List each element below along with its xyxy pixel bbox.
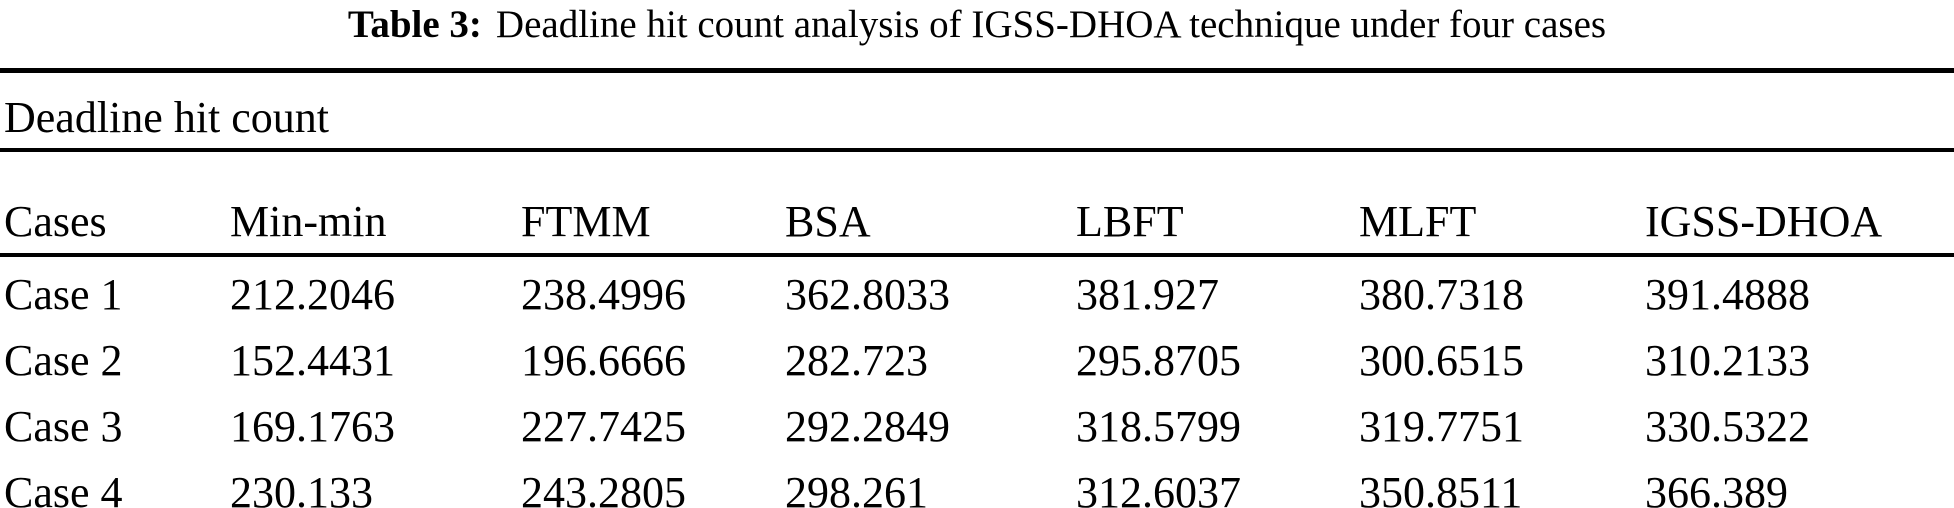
column-header-igss-dhoa: IGSS-DHOA [1645, 150, 1954, 257]
table-cell: 282.723 [785, 336, 928, 385]
table-caption: Table 3: Deadline hit count analysis of I… [0, 0, 1954, 50]
table-cell: 298.261 [785, 468, 928, 508]
table-cell: 319.7751 [1359, 402, 1524, 451]
table-row-case-1: Case 1 212.2046 238.4996 362.8033 381.92… [0, 255, 1954, 323]
column-header-min-min: Min-min [230, 150, 521, 257]
table-row-case-2: Case 2 152.4431 196.6666 282.723 295.870… [0, 323, 1954, 389]
table-caption-label: Table 3: [347, 3, 482, 46]
table-cell: 380.7318 [1359, 270, 1524, 319]
table-cell: 295.8705 [1076, 336, 1241, 385]
table-cell: 238.4996 [521, 270, 686, 319]
table-cell: 391.4888 [1645, 270, 1810, 319]
row-label: Case 3 [4, 402, 123, 451]
table-row-case-4: Case 4 230.133 243.2805 298.261 312.6037… [0, 455, 1954, 508]
column-header-cases: Cases [0, 150, 230, 257]
table-cell: 212.2046 [230, 270, 395, 319]
table-cell: 227.7425 [521, 402, 686, 451]
table-cell: 300.6515 [1359, 336, 1524, 385]
row-label: Case 4 [4, 468, 123, 508]
table-cell: 381.927 [1076, 270, 1219, 319]
column-header-ftmm: FTMM [521, 150, 785, 257]
table-cell: 230.133 [230, 468, 373, 508]
table-cell: 243.2805 [521, 468, 686, 508]
table-cell: 350.8511 [1359, 468, 1523, 508]
table-group-header-row: Deadline hit count [0, 70, 1954, 152]
table-cell: 310.2133 [1645, 336, 1810, 385]
table-cell: 330.5322 [1645, 402, 1810, 451]
table-cell: 169.1763 [230, 402, 395, 451]
row-label: Case 2 [4, 336, 123, 385]
deadline-hit-count-table: Deadline hit count Cases Min-min FTMM BS… [0, 68, 1954, 508]
table-row-case-3: Case 3 169.1763 227.7425 292.2849 318.57… [0, 389, 1954, 455]
column-header-bsa: BSA [785, 150, 1076, 257]
table-cell: 366.389 [1645, 468, 1788, 508]
column-header-mlft: MLFT [1359, 150, 1645, 257]
column-header-lbft: LBFT [1076, 150, 1359, 257]
table-header-row: Cases Min-min FTMM BSA LBFT MLFT IGSS-DH… [0, 150, 1954, 257]
table-cell: 312.6037 [1076, 468, 1241, 508]
row-label: Case 1 [4, 270, 123, 319]
table-cell: 152.4431 [230, 336, 395, 385]
table-group-header: Deadline hit count [0, 70, 1954, 152]
table-cell: 362.8033 [785, 270, 950, 319]
table-cell: 292.2849 [785, 402, 950, 451]
table-cell: 318.5799 [1076, 402, 1241, 451]
table-caption-text: Deadline hit count analysis of IGSS-DHOA… [495, 3, 1607, 46]
table-cell: 196.6666 [521, 336, 686, 385]
